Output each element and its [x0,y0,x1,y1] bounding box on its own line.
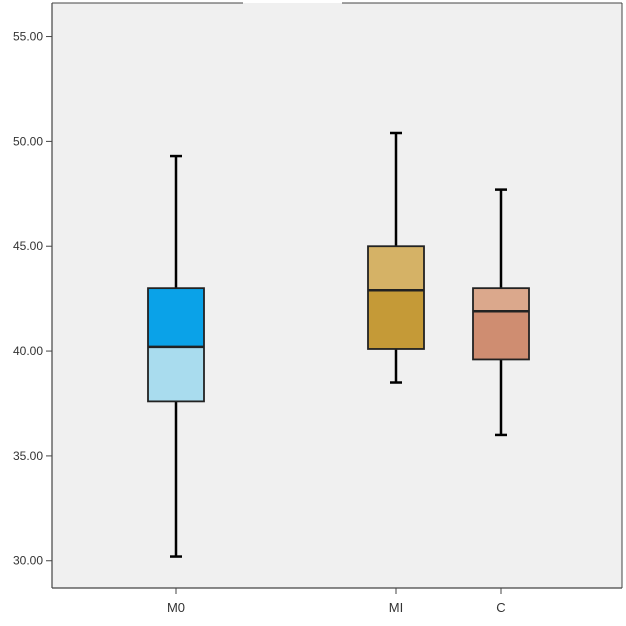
x-tick-label: MI [389,600,403,615]
x-tick-label: M0 [167,600,185,615]
x-axis: M0 MI C [52,2,623,615]
box-lower-half [368,290,424,349]
box-mi [367,131,425,384]
box-outline [367,245,425,350]
y-tick-label: 40.00 [13,344,43,358]
box-lower-half [473,311,529,360]
y-tick-label: 45.00 [13,239,43,253]
box-lower-half [148,346,204,402]
box-c [472,188,530,437]
y-tick-label: 55.00 [13,30,43,44]
y-tick-label: 50.00 [13,134,43,148]
x-tick-label: C [496,600,505,615]
plot-area [52,3,622,588]
box-upper-half [368,246,424,291]
box-upper-half [148,288,204,347]
box-outline [472,287,530,361]
y-tick-label: 35.00 [13,449,43,463]
y-tick-label: 30.00 [13,554,43,568]
box-outline [147,287,205,403]
boxes [147,131,530,558]
box-m0 [147,154,205,558]
box-upper-half [473,288,529,312]
y-axis: 30.00 35.00 40.00 45.00 50.00 55.00 [13,3,53,588]
